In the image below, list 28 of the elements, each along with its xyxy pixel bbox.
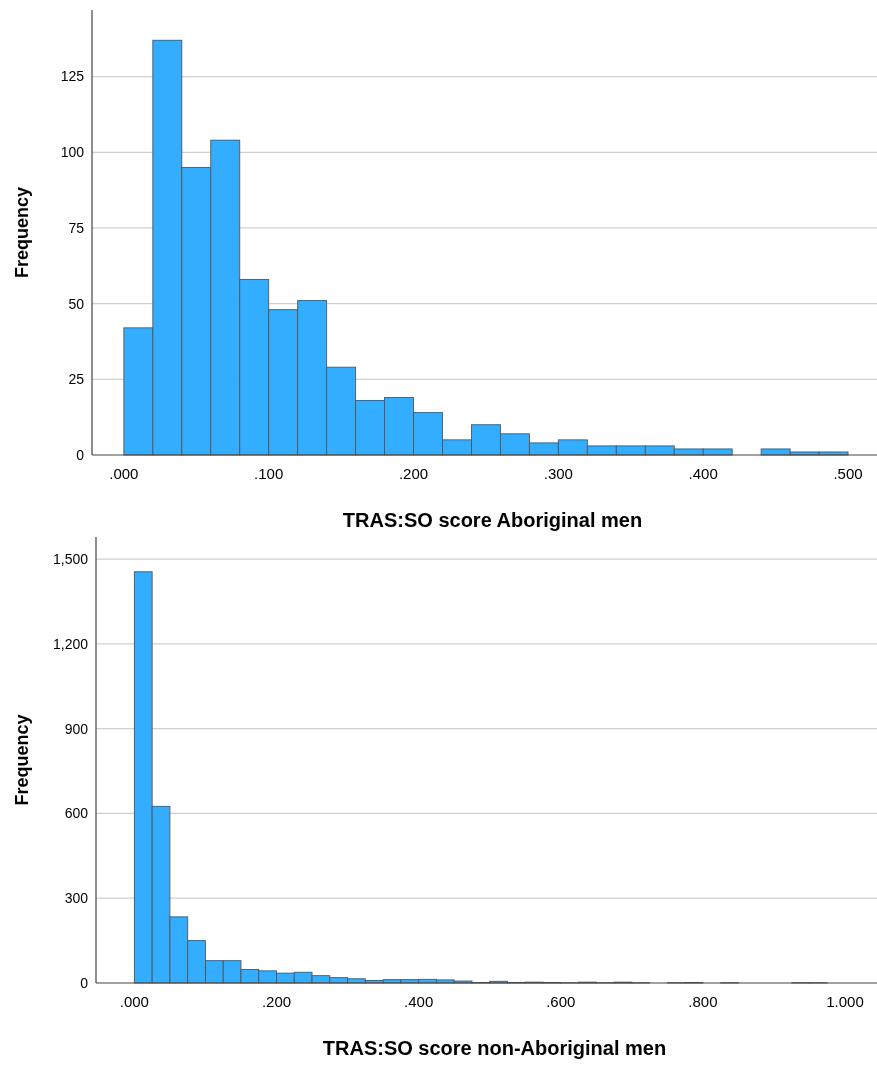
x-tick-label: .200: [261, 993, 292, 1010]
x-tick-label: .500: [833, 465, 863, 482]
y-tick-label: 75: [68, 219, 85, 236]
y-tick-label: 1,500: [52, 550, 89, 567]
x-tick-label: .000: [109, 465, 139, 482]
x-tick-label: .800: [688, 993, 718, 1010]
y-tick-label: 900: [64, 720, 89, 737]
y-tick-label: 25: [68, 371, 85, 388]
y-axis-title: Frequency: [12, 714, 32, 806]
x-tick-label: .200: [398, 465, 429, 482]
x-tick-label: .600: [546, 993, 576, 1010]
y-tick-label: 125: [60, 68, 85, 85]
x-axis-title: TRAS:SO score Aboriginal men: [342, 509, 643, 531]
x-axis-title: TRAS:SO score non-Aboriginal men: [322, 1037, 667, 1059]
x-tick-label: .400: [688, 465, 718, 482]
x-tick-label: .100: [254, 465, 284, 482]
y-tick-label: 1,200: [52, 635, 89, 652]
y-tick-label: 600: [64, 805, 89, 822]
y-tick-label: 0: [76, 446, 85, 463]
x-tick-label: .400: [404, 993, 434, 1010]
x-tick-label: .000: [119, 993, 149, 1010]
y-axis-title: Frequency: [12, 186, 32, 279]
y-tick-label: 300: [64, 890, 89, 907]
x-tick-label: 1.000: [826, 993, 864, 1010]
y-tick-label: 100: [60, 144, 85, 161]
y-tick-label: 50: [68, 295, 85, 312]
y-tick-label: 0: [80, 974, 89, 991]
x-tick-label: .300: [543, 465, 573, 482]
